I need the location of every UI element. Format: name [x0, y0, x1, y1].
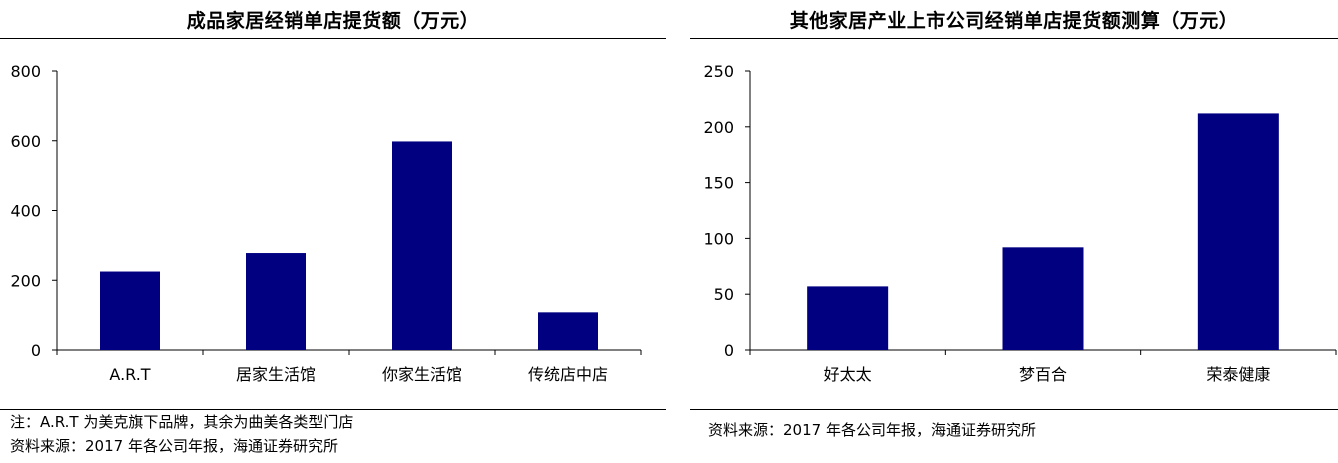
y-tick-label: 200 — [10, 271, 41, 290]
bar — [807, 286, 889, 350]
left-bar-chart: 0 200 400 600 800 A.R.T 居家生活馆 你家生活馆 传统店中店 — [10, 62, 642, 384]
left-source: 资料来源：2017 年各公司年报，海通证券研究所 — [10, 437, 338, 455]
y-tick-label: 800 — [10, 62, 41, 81]
right-chart-title: 其他家居产业上市公司经销单店提货额测算（万元） — [789, 10, 1239, 32]
y-tick-label: 400 — [10, 202, 41, 221]
bar — [246, 253, 306, 350]
bar — [100, 271, 160, 350]
right-top-rule — [690, 38, 1338, 39]
x-tick-label: 荣泰健康 — [1206, 365, 1270, 384]
x-tick-label: 传统店中店 — [528, 365, 608, 384]
x-tick-label: A.R.T — [109, 365, 150, 384]
right-chart-panel: 其他家居产业上市公司经销单店提货额测算（万元） 0 50 100 150 200 250 好… — [690, 0, 1338, 463]
bar — [1002, 247, 1084, 350]
left-chart-panel: 成品家居经销单店提货额（万元） 0 200 400 600 800 A.R.T 居家生活馆 你… — [0, 0, 666, 463]
y-tick-label: 0 — [724, 341, 734, 360]
left-note: 注：A.R.T 为美克旗下品牌，其余为曲美各类型门店 — [10, 413, 354, 431]
y-tick-label: 0 — [31, 341, 41, 360]
y-tick-label: 250 — [703, 62, 734, 81]
x-tick-label: 梦百合 — [1019, 365, 1067, 384]
y-tick-label: 100 — [703, 229, 734, 248]
right-bar-chart: 0 50 100 150 200 250 好太太 梦百合 荣泰健康 — [703, 62, 1337, 384]
right-source: 资料来源：2017 年各公司年报，海通证券研究所 — [708, 421, 1036, 439]
bar — [392, 141, 452, 350]
x-tick-label: 你家生活馆 — [382, 365, 462, 384]
left-top-rule — [0, 38, 666, 39]
y-tick-label: 150 — [703, 174, 734, 193]
right-bottom-rule — [690, 409, 1338, 410]
bar — [538, 312, 598, 350]
bar — [1197, 113, 1279, 351]
left-bottom-rule — [0, 409, 666, 410]
y-tick-label: 50 — [714, 285, 734, 304]
x-tick-label: 好太太 — [824, 365, 872, 384]
left-chart-title: 成品家居经销单店提货额（万元） — [186, 10, 480, 32]
y-tick-label: 200 — [703, 118, 734, 137]
x-tick-label: 居家生活馆 — [236, 365, 316, 384]
y-tick-label: 600 — [10, 132, 41, 151]
